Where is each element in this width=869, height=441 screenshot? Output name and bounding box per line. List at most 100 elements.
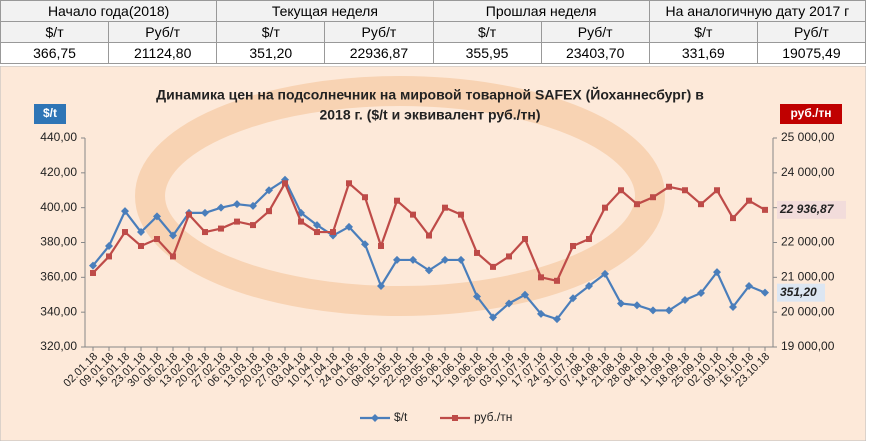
subheader-cell: Руб/т bbox=[324, 21, 434, 43]
marker bbox=[570, 242, 576, 249]
marker bbox=[602, 204, 608, 211]
y-tick-label: 420,00 bbox=[40, 165, 77, 179]
marker bbox=[202, 229, 208, 236]
marker bbox=[665, 306, 673, 315]
y-label-box bbox=[34, 104, 66, 124]
marker bbox=[601, 269, 609, 278]
marker bbox=[234, 218, 240, 225]
marker bbox=[218, 225, 224, 232]
y2-axis-label: руб./тн bbox=[790, 106, 831, 120]
marker bbox=[745, 282, 753, 291]
marker bbox=[537, 309, 545, 318]
marker bbox=[377, 282, 385, 291]
marker bbox=[489, 313, 497, 322]
subheader-cell: Руб/т bbox=[108, 21, 218, 43]
marker bbox=[585, 282, 593, 291]
marker bbox=[649, 306, 657, 315]
chart: Динамика цен на подсолнечник на мировой … bbox=[0, 66, 866, 441]
marker bbox=[425, 266, 433, 275]
marker bbox=[457, 255, 465, 264]
marker bbox=[730, 215, 736, 222]
marker bbox=[106, 253, 112, 260]
marker bbox=[522, 236, 528, 243]
value-cell: 351,20 bbox=[216, 42, 326, 64]
marker bbox=[153, 212, 161, 221]
marker bbox=[138, 242, 144, 249]
value-cell: 22936,87 bbox=[324, 42, 434, 64]
value-cell: 19075,49 bbox=[756, 42, 867, 64]
marker bbox=[682, 187, 688, 194]
marker bbox=[346, 180, 352, 187]
marker bbox=[201, 208, 209, 217]
marker bbox=[121, 207, 129, 216]
subheader-cell: Руб/т bbox=[540, 21, 650, 43]
marker bbox=[393, 255, 401, 264]
marker bbox=[506, 253, 512, 260]
value-cell: 355,95 bbox=[432, 42, 542, 64]
marker bbox=[314, 229, 320, 236]
marker bbox=[410, 211, 416, 218]
value-cell: 366,75 bbox=[0, 42, 110, 64]
legend-label: $/t bbox=[394, 410, 408, 424]
y2-label-box bbox=[780, 104, 842, 124]
marker bbox=[378, 242, 384, 249]
y-tick-label: 340,00 bbox=[40, 304, 77, 318]
marker bbox=[105, 241, 113, 250]
data-label: 351,20 bbox=[780, 285, 817, 299]
marker bbox=[617, 299, 625, 308]
marker bbox=[265, 186, 273, 195]
marker bbox=[313, 221, 321, 230]
marker bbox=[154, 236, 160, 243]
marker bbox=[361, 240, 369, 249]
y-tick-label: 380,00 bbox=[40, 235, 77, 249]
marker bbox=[634, 201, 640, 208]
marker bbox=[394, 197, 400, 204]
marker bbox=[170, 253, 176, 260]
subheader-cell: Руб/т bbox=[756, 21, 867, 43]
marker bbox=[362, 194, 368, 201]
marker bbox=[250, 222, 256, 229]
marker bbox=[441, 255, 449, 264]
subheader-cell: $/т bbox=[216, 21, 326, 43]
marker bbox=[618, 187, 624, 194]
marker bbox=[409, 255, 417, 264]
marker bbox=[474, 249, 480, 256]
price-table: Начало года(2018) Текущая неделя Прошлая… bbox=[0, 0, 867, 64]
marker bbox=[633, 301, 641, 310]
marker bbox=[538, 274, 544, 281]
chart-background bbox=[0, 66, 866, 441]
value-cell: 21124,80 bbox=[108, 42, 218, 64]
marker bbox=[442, 204, 448, 211]
marker bbox=[666, 183, 672, 190]
data-label-box bbox=[777, 200, 846, 219]
marker bbox=[521, 290, 529, 299]
marker bbox=[90, 269, 96, 276]
marker bbox=[681, 295, 689, 304]
header-cell: Текущая неделя bbox=[216, 0, 434, 22]
data-label: 22 936,87 bbox=[779, 202, 835, 216]
value-row: 366,75 21124,80 351,20 22936,87 355,95 23403,… bbox=[0, 42, 867, 64]
marker bbox=[698, 201, 704, 208]
marker bbox=[249, 201, 257, 210]
marker bbox=[761, 288, 769, 297]
chart-title: 2018 г. ($/t и эквивалент руб./тн) bbox=[319, 107, 540, 123]
y-tick-label: 360,00 bbox=[40, 270, 77, 284]
marker bbox=[233, 200, 241, 209]
marker bbox=[762, 206, 768, 213]
marker bbox=[298, 218, 304, 225]
y2-tick-label: 19 000,00 bbox=[781, 339, 835, 353]
subheader-cell: $/т bbox=[648, 21, 758, 43]
y2-tick-label: 20 000,00 bbox=[781, 304, 835, 318]
marker bbox=[426, 232, 432, 239]
marker bbox=[650, 194, 656, 201]
marker bbox=[217, 203, 225, 212]
y-axis-label: $/t bbox=[43, 106, 57, 120]
y-tick-label: 320,00 bbox=[40, 339, 77, 353]
marker bbox=[490, 263, 496, 270]
marker bbox=[714, 187, 720, 194]
marker bbox=[729, 302, 737, 311]
subheader-cell: $/т bbox=[432, 21, 542, 43]
marker bbox=[746, 197, 752, 204]
header-cell: Начало года(2018) bbox=[0, 0, 218, 22]
